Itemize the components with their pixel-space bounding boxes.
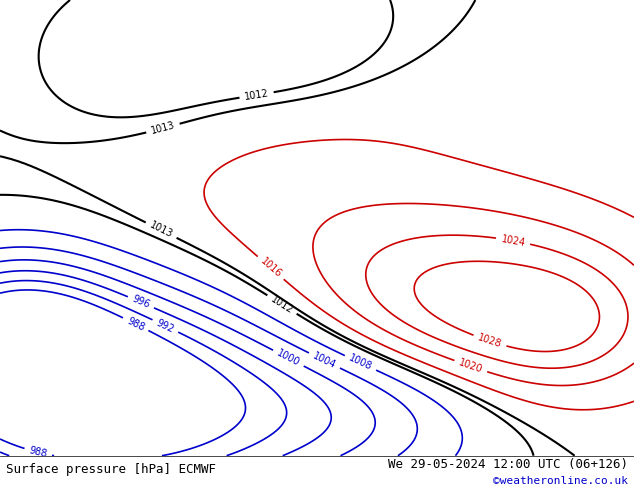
Text: 996: 996 <box>131 294 152 311</box>
Text: 1013: 1013 <box>148 220 174 240</box>
Text: 1028: 1028 <box>477 332 503 350</box>
Text: 1008: 1008 <box>347 353 373 372</box>
Text: 1004: 1004 <box>311 351 338 370</box>
Text: 1012: 1012 <box>243 88 269 102</box>
Text: 1013: 1013 <box>150 120 176 136</box>
Text: 988: 988 <box>28 445 48 459</box>
Text: 1020: 1020 <box>458 358 484 375</box>
Text: 1024: 1024 <box>500 234 526 248</box>
Text: 992: 992 <box>155 318 176 334</box>
Text: 1012: 1012 <box>269 294 295 316</box>
Text: ©weatheronline.co.uk: ©weatheronline.co.uk <box>493 476 628 487</box>
Text: 988: 988 <box>126 316 146 333</box>
Text: 1016: 1016 <box>258 256 283 280</box>
Text: Surface pressure [hPa] ECMWF: Surface pressure [hPa] ECMWF <box>6 463 216 476</box>
Text: We 29-05-2024 12:00 UTC (06+126): We 29-05-2024 12:00 UTC (06+126) <box>387 458 628 471</box>
Text: 1000: 1000 <box>275 348 302 368</box>
